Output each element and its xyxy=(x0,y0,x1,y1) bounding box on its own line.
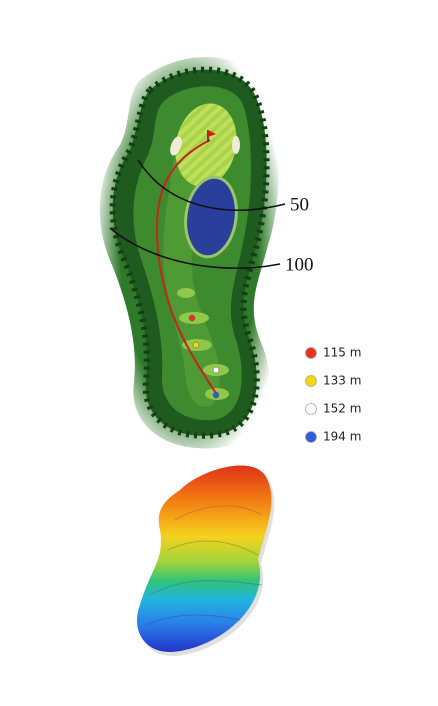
distance-label: 100 xyxy=(285,254,314,275)
tee-marker xyxy=(212,366,220,374)
tee-legend-dot xyxy=(305,431,317,443)
tee-marker xyxy=(192,341,200,349)
tee-legend-label: 133 m xyxy=(323,374,361,388)
contour xyxy=(167,540,259,556)
play-line xyxy=(155,139,218,396)
distance-label: 50 xyxy=(290,194,309,215)
hole-map: 50 100 xyxy=(99,57,314,449)
tee-marker xyxy=(212,391,220,399)
contour xyxy=(149,580,263,596)
tee-box xyxy=(177,288,195,298)
tee-marker xyxy=(188,314,196,322)
tee-legend: 115 m 133 m 152 m 194 m xyxy=(188,314,361,444)
tee-legend-dot xyxy=(305,347,317,359)
distance-arc xyxy=(109,227,281,269)
tee-legend-label: 194 m xyxy=(323,430,361,444)
elevation-surface xyxy=(137,465,272,652)
contour xyxy=(174,505,263,521)
bunker xyxy=(232,136,240,154)
tee-legend-dot xyxy=(305,403,317,415)
water-hazard xyxy=(184,175,238,259)
elevation-map xyxy=(137,465,275,656)
contour xyxy=(144,614,241,626)
tee-legend-dot xyxy=(305,375,317,387)
distance-arc xyxy=(137,159,286,211)
tee-legend-label: 115 m xyxy=(323,346,361,360)
flag xyxy=(208,130,216,137)
bunker xyxy=(170,136,182,156)
tee-legend-label: 152 m xyxy=(323,402,361,416)
green xyxy=(175,103,237,187)
